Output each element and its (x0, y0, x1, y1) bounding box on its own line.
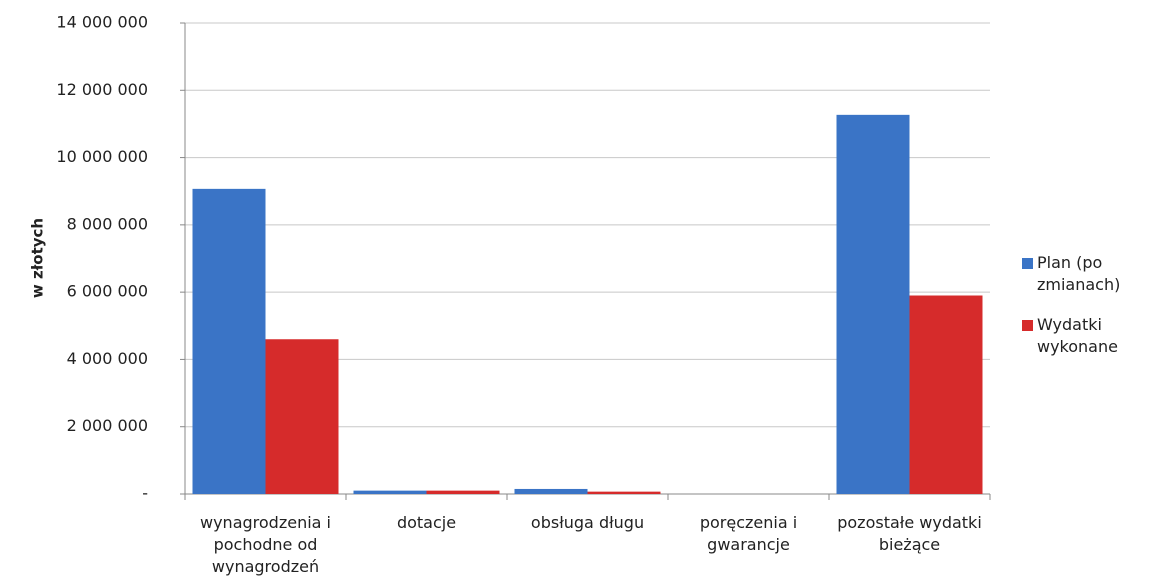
legend-item: Plan (po zmianach) (1022, 252, 1172, 296)
x-tick-label: obsługa długu (530, 513, 645, 532)
bar (353, 490, 427, 494)
bar (909, 295, 983, 494)
y-tick-label: 4 000 000 (67, 349, 148, 368)
y-tick-label: - (142, 484, 148, 503)
y-tick-label: 8 000 000 (67, 214, 148, 233)
legend-swatch (1022, 320, 1033, 331)
bar (514, 488, 588, 494)
bar (192, 188, 266, 494)
y-tick-label: 10 000 000 (56, 147, 148, 166)
legend-item: Wydatki wykonane (1022, 314, 1172, 358)
x-tick-label: pozostałe wydatki bieżące (837, 513, 982, 554)
y-tick-label: 12 000 000 (56, 80, 148, 99)
x-tick-label: dotacje (396, 513, 457, 532)
legend-label: Wydatki wykonane (1037, 315, 1118, 356)
bar (426, 490, 500, 494)
y-tick-label: 2 000 000 (67, 416, 148, 435)
y-axis-label: w złotych (29, 218, 47, 298)
x-tick-label: poręczenia i gwarancje (699, 513, 798, 554)
legend-swatch (1022, 258, 1033, 269)
bar (587, 491, 661, 494)
y-tick-label: 6 000 000 (67, 282, 148, 301)
bar (265, 339, 339, 494)
y-tick-label: 14 000 000 (56, 13, 148, 32)
bar (836, 114, 910, 494)
legend-label: Plan (po zmianach) (1037, 253, 1121, 294)
x-tick-label: wynagrodzenia i pochodne od wynagrodzeń (200, 513, 331, 576)
